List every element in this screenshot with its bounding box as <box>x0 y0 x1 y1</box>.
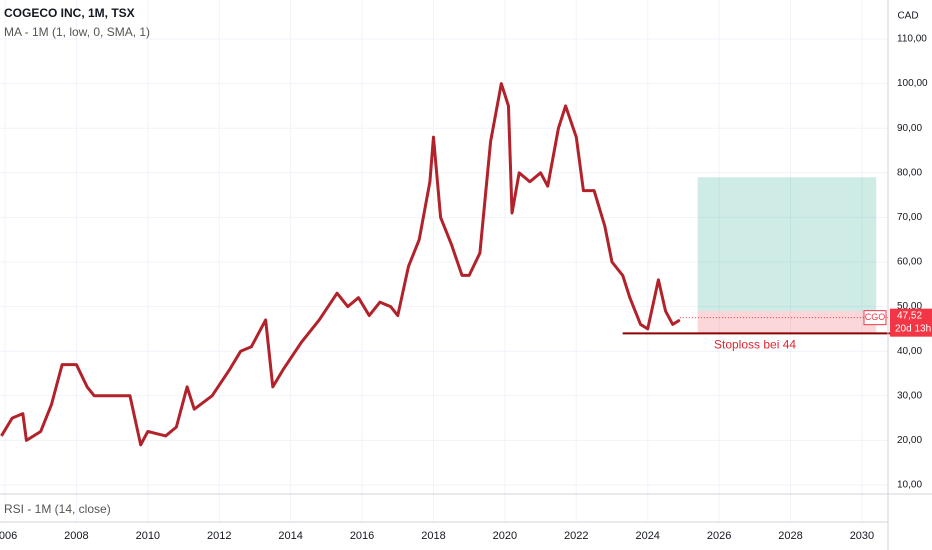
x-tick-label: 2024 <box>635 530 659 542</box>
symbol-tag <box>863 310 887 326</box>
target-zone <box>697 177 877 312</box>
grid <box>0 0 888 522</box>
stoploss-annotation: Stoploss bei 44 <box>714 338 796 352</box>
y-tick-label: 40,00 <box>897 346 922 357</box>
stop-zone <box>697 311 877 334</box>
rsi-label: RSI - 1M (14, close) <box>4 502 111 516</box>
x-tick-label: 2016 <box>350 530 374 542</box>
x-tick-label: 2022 <box>564 530 588 542</box>
price-label: 47,52 <box>897 310 922 321</box>
y-tick-label: 70,00 <box>897 212 922 223</box>
y-tick-label: 50,00 <box>897 301 922 312</box>
y-tick-label: 90,00 <box>897 123 922 134</box>
chart-title: COGECO INC, 1M, TSX <box>4 6 135 20</box>
y-tick-label: 100,00 <box>897 78 928 89</box>
marks <box>0 82 932 447</box>
symbol-label: CGO <box>865 312 886 322</box>
x-tick-label: 2006 <box>0 530 17 542</box>
x-tick-label: 2018 <box>421 530 445 542</box>
x-tick-label: 2014 <box>278 530 302 542</box>
x-tick-label: 2010 <box>136 530 160 542</box>
countdown-label: 20d 13h <box>895 323 931 334</box>
y-tick-label: 30,00 <box>897 390 922 401</box>
y-tick-label: 110,00 <box>897 34 927 45</box>
x-tick-label: 2012 <box>207 530 231 542</box>
x-tick-label: 2008 <box>64 530 88 542</box>
price-tag <box>890 308 932 337</box>
y-tick-label: 80,00 <box>897 167 922 178</box>
x-tick-label: 2026 <box>707 530 731 542</box>
y-tick-label: 10,00 <box>897 480 922 491</box>
ma-line <box>0 82 681 447</box>
x-tick-label: 2028 <box>778 530 802 542</box>
y-tick-label: 60,00 <box>897 257 922 268</box>
currency: CAD <box>897 11 918 22</box>
y-tick-label: 20,00 <box>897 435 922 446</box>
indicator-label: MA - 1M (1, low, 0, SMA, 1) <box>4 25 150 39</box>
x-tick-label: 2020 <box>493 530 517 542</box>
x-tick-label: 2030 <box>850 530 874 542</box>
